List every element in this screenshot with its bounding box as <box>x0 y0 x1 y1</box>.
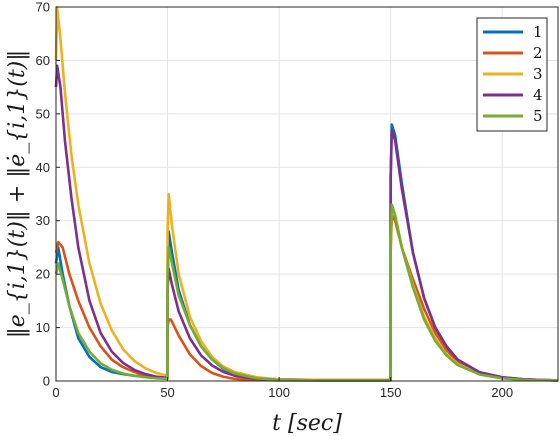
y-tick-label: 40 <box>36 160 50 175</box>
series-line-4 <box>54 64 559 382</box>
x-axis-label: t [sec] <box>272 411 342 436</box>
series-line-5 <box>54 203 559 382</box>
x-tick-label: 150 <box>380 385 402 400</box>
y-tick-label: 0 <box>43 374 50 389</box>
y-tick-label: 30 <box>36 213 50 228</box>
y-tick-label: 10 <box>36 320 50 335</box>
legend-label-5: 5 <box>533 107 543 125</box>
y-axis-label: ‖e_{i,1}(t)‖ + ‖ė_{i,1}(t)‖ <box>5 50 30 339</box>
plot-frame <box>55 6 559 382</box>
y-tick-label: 60 <box>36 53 50 68</box>
x-tick-label: 200 <box>491 385 513 400</box>
legend-label-3: 3 <box>533 65 543 83</box>
y-axis-ticks: 0 10 20 30 40 50 60 70 <box>36 0 60 389</box>
legend-label-1: 1 <box>533 23 543 41</box>
legend: 1 2 3 4 5 <box>476 17 548 132</box>
y-tick-label: 50 <box>36 106 50 121</box>
legend-label-4: 4 <box>533 86 543 104</box>
y-tick-label: 20 <box>36 267 50 282</box>
x-tick-label: 100 <box>268 385 290 400</box>
series-lines <box>54 5 559 382</box>
legend-label-2: 2 <box>533 44 543 62</box>
x-axis-ticks: 0 50 100 150 200 <box>52 377 513 400</box>
x-tick-label: 50 <box>160 385 174 400</box>
series-line-2 <box>54 214 559 382</box>
series-line-1 <box>54 123 559 382</box>
y-tick-label: 70 <box>36 0 50 15</box>
x-tick-label: 0 <box>52 385 59 400</box>
